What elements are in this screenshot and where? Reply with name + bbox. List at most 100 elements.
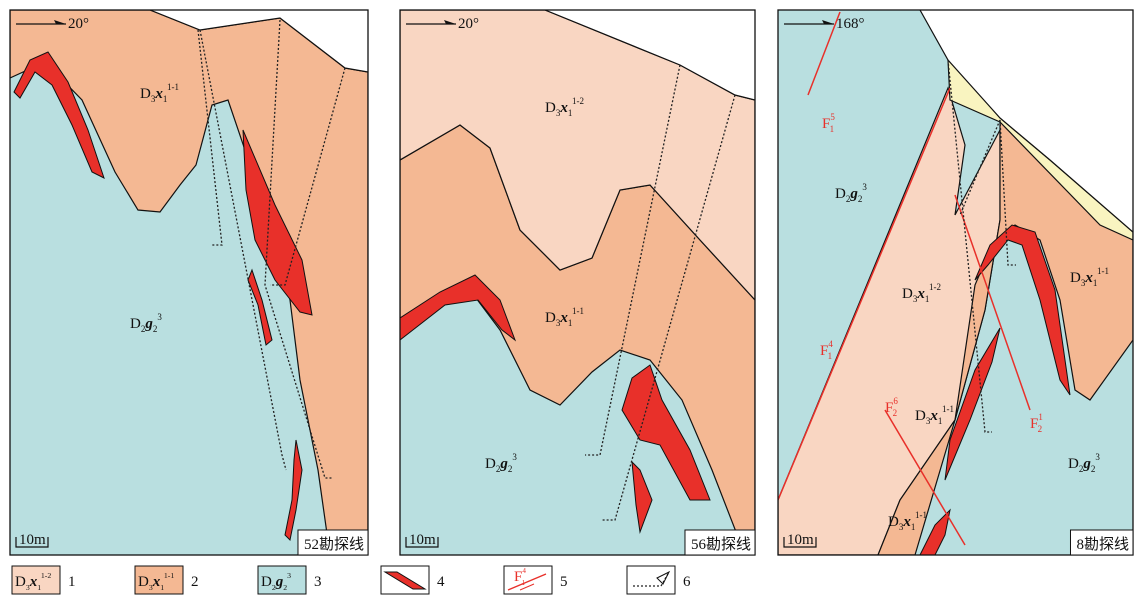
unit-letter: g: [1082, 456, 1091, 472]
unit-letter: x: [559, 100, 568, 116]
unit-label: D3x11-2: [545, 96, 584, 118]
unit-subscript: 3: [26, 583, 30, 592]
fault-symbol: F: [885, 400, 893, 416]
fault-symbol: F: [514, 569, 522, 585]
fault-symbol: F: [822, 116, 830, 132]
legend-swatch: [626, 565, 676, 595]
unit-letter: x: [152, 574, 161, 590]
legend-number: 6: [683, 574, 691, 590]
unit-superscript: 1-1: [915, 510, 927, 520]
unit-superscript: 3: [512, 452, 517, 462]
fault-label: F4 1: [514, 567, 526, 587]
panel-frame: [9, 9, 369, 556]
unit-symbol: D: [545, 100, 556, 116]
fault-superscript: 4: [828, 339, 833, 349]
fault-superscript: 6: [893, 396, 898, 406]
unit-subscript: 2: [858, 194, 863, 204]
fault-label: F4 1: [820, 339, 833, 361]
unit-letter: g: [144, 316, 153, 332]
section-box: [684, 529, 756, 556]
legend-number: 2: [191, 574, 199, 590]
fault: [954, 194, 1031, 411]
panel-56: [400, 10, 755, 555]
drill-hole: [264, 19, 333, 479]
fault: [884, 409, 966, 546]
section-box: [297, 529, 369, 556]
unit-subscript: 2: [141, 324, 146, 334]
orientation-label: 168°: [836, 16, 865, 32]
unit-subscript: 2: [1079, 464, 1084, 474]
unit-subscript: 1: [568, 318, 572, 328]
legend-number: 3: [314, 574, 322, 590]
legend-number: 5: [560, 574, 568, 590]
scale-label: 10m: [409, 532, 436, 548]
unit-subscript: 2: [846, 194, 851, 204]
scale-bar: [15, 537, 49, 548]
unit-superscript: 1-2: [572, 96, 584, 106]
unit-superscript: 3: [862, 182, 867, 192]
unit-subscript: 3: [1081, 278, 1086, 288]
legend-swatch: [503, 565, 553, 595]
legend-ore-symbol: [383, 571, 427, 590]
scale-label: 10m: [787, 532, 814, 548]
air: [920, 10, 1133, 232]
fault-superscript: 5: [830, 112, 835, 122]
unit-subscript: 3: [556, 108, 561, 118]
legend-drill-symbol: [656, 570, 671, 585]
fault-subscript: 2: [1038, 424, 1043, 434]
panel-52: [10, 10, 368, 555]
unit-symbol: D: [261, 574, 272, 590]
unit-label: D3x11-1: [138, 571, 174, 592]
unit-superscript: 1-1: [1097, 266, 1109, 276]
legend-swatch: [11, 565, 61, 595]
panel-frame: [399, 9, 756, 556]
unit-subscript: 1: [568, 108, 572, 118]
unit-subscript: 3: [151, 94, 156, 104]
unit-subscript: 3: [149, 583, 153, 592]
unit-superscript: 3: [287, 571, 291, 580]
air: [545, 10, 755, 100]
ore-body: [621, 364, 711, 501]
legend-swatch: [134, 565, 184, 595]
unit-label: D3x11-1: [915, 404, 954, 426]
unit-subscript: 3: [899, 522, 904, 532]
unit-superscript: 3: [157, 312, 162, 322]
panel-frame: [777, 9, 1134, 556]
fault-symbol: F: [1030, 416, 1038, 432]
unit-letter: x: [154, 86, 163, 102]
fault: [807, 11, 841, 96]
scale-bar: [405, 537, 439, 548]
unit-letter: g: [499, 456, 508, 472]
legend-drill-symbol: [633, 571, 670, 587]
orientation-arrowhead: [822, 20, 834, 24]
unit-letter: g: [275, 574, 284, 590]
unit-symbol: D: [130, 316, 141, 332]
fault-label: F6 2: [885, 396, 898, 418]
drill-hole: [602, 94, 736, 521]
section-name: 52勘探线: [304, 536, 364, 553]
fault: [778, 87, 951, 501]
drill-hole: [197, 29, 223, 246]
legend-swatch: [257, 565, 307, 595]
legend-fault-symbol: [507, 573, 547, 591]
unit-label: D3x11-1: [140, 82, 179, 104]
unit-subscript: 3: [556, 318, 561, 328]
topography: [919, 10, 1133, 233]
unit-label: D3x11-1: [1070, 266, 1109, 288]
unit-symbol: D: [915, 408, 926, 424]
topography: [149, 10, 368, 73]
unit-letter: x: [929, 408, 938, 424]
unit-subscript: 1: [938, 416, 942, 426]
fault-symbol: F: [820, 343, 828, 359]
drill-hole: [999, 119, 1016, 266]
fault-subscript: 1: [522, 579, 526, 587]
unit-label: D2g23: [261, 571, 291, 592]
unit-superscript: 1-1: [164, 571, 174, 580]
fault-subscript: 2: [893, 408, 898, 418]
unit-symbol: D: [888, 514, 899, 530]
unit-symbol: D: [485, 456, 496, 472]
unit-subscript: 2: [153, 324, 158, 334]
orientation-arrowhead: [54, 20, 66, 24]
legend-number: 4: [437, 574, 445, 590]
fault-subscript: 1: [830, 124, 835, 134]
